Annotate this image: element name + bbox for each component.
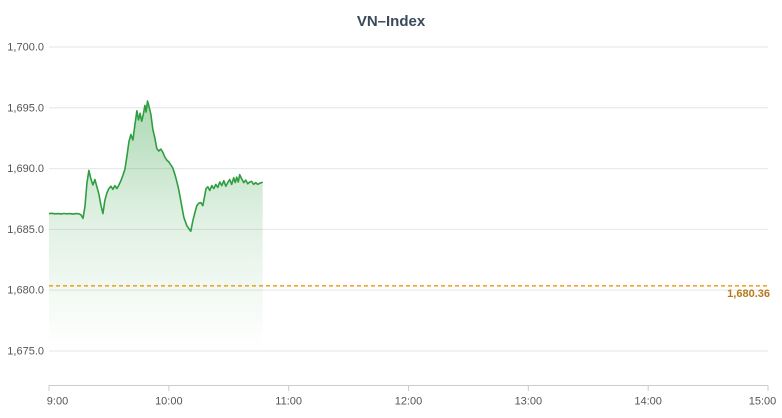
previous-close-value-label: 1,680.36 bbox=[727, 288, 770, 300]
x-axis-tick-label: 11:00 bbox=[275, 396, 302, 408]
y-axis-tick-label: 1,675.0 bbox=[7, 345, 44, 357]
y-axis-tick-label: 1,700.0 bbox=[7, 42, 44, 54]
price-line bbox=[48, 100, 264, 232]
y-axis-tick-label: 1,690.0 bbox=[7, 163, 44, 175]
y-axis-tick-label: 1,680.0 bbox=[7, 285, 44, 297]
y-axis-tick-label: 1,695.0 bbox=[7, 102, 44, 114]
x-axis-tick-label: 14:00 bbox=[634, 396, 662, 408]
x-axis-tick-label: 10:00 bbox=[155, 396, 183, 408]
x-axis-tick-label: 9:00 bbox=[47, 396, 68, 408]
chart-title: VN–Index bbox=[356, 13, 426, 30]
x-axis-tick-label: 15:00 bbox=[749, 396, 777, 408]
x-axis-tick-label: 12:00 bbox=[395, 396, 423, 408]
price-area-fill bbox=[49, 101, 263, 386]
y-axis-tick-label: 1,685.0 bbox=[7, 224, 44, 236]
x-axis-tick-label: 13:00 bbox=[515, 396, 543, 408]
